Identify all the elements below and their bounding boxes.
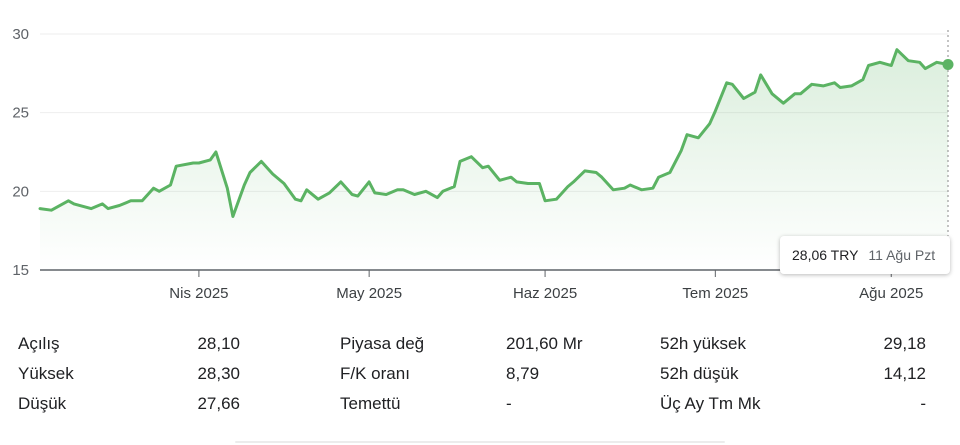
y-tick-label: 30: [12, 26, 29, 43]
stat-value-open: 28,10: [197, 334, 240, 353]
stat-label-quarterly-div: Üç Ay Tm Mk: [660, 394, 761, 413]
y-tick-label: 20: [12, 183, 29, 200]
tooltip-price: 28,06 TRY: [792, 247, 859, 263]
x-tick-label: Nis 2025: [169, 285, 228, 302]
price-chart[interactable]: 30 25 20 15 Nis 2025 May 2025 Haz 2025 Tem 2025…: [0, 0, 960, 320]
stat-value-52w-high: 29,18: [883, 334, 926, 353]
stats-row: Yüksek 28,30 F/K oranı 8,79 52h düşük 14…: [18, 364, 928, 394]
stat-value-high: 28,30: [197, 364, 240, 383]
stat-value-low: 27,66: [197, 394, 240, 413]
stat-label-dividend: Temettü: [340, 394, 401, 413]
stats-row: Düşük 27,66 Temettü - Üç Ay Tm Mk -: [18, 394, 928, 424]
stat-value-dividend: -: [506, 394, 512, 413]
x-tick-label: Tem 2025: [682, 285, 748, 302]
stat-label-market-cap: Piyasa değ: [340, 334, 425, 353]
price-line: [38, 48, 950, 218]
bottom-divider: [235, 441, 725, 443]
price-area-fill: [40, 49, 948, 271]
stat-label-52w-low: 52h düşük: [660, 364, 739, 383]
stat-label-pe-ratio: F/K oranı: [340, 364, 410, 383]
stat-label-open: Açılış: [18, 334, 60, 353]
stat-label-52w-high: 52h yüksek: [660, 334, 746, 353]
stat-value-pe-ratio: 8,79: [506, 364, 540, 383]
y-tick-label: 15: [12, 262, 29, 279]
stat-label-high: Yüksek: [18, 364, 74, 383]
stats-row: Açılış 28,10 Piyasa değ 201,60 Mr 52h yü…: [18, 334, 928, 364]
x-tick-label: Haz 2025: [513, 285, 577, 302]
x-tick-label: Ağu 2025: [859, 285, 923, 302]
tooltip-date: 11 Ağu Pzt: [868, 247, 936, 263]
y-tick-label: 25: [12, 105, 29, 122]
stat-value-market-cap: 201,60 Mr: [506, 334, 583, 353]
stat-value-52w-low: 14,12: [883, 364, 926, 383]
stat-label-low: Düşük: [18, 394, 67, 413]
price-tooltip: 28,06 TRY 11 Ağu Pzt: [780, 236, 950, 274]
stat-value-quarterly-div: -: [920, 394, 926, 413]
stats-table: Açılış 28,10 Piyasa değ 201,60 Mr 52h yü…: [18, 334, 928, 424]
current-price-point[interactable]: [942, 59, 954, 71]
x-tick-label: May 2025: [336, 285, 402, 302]
